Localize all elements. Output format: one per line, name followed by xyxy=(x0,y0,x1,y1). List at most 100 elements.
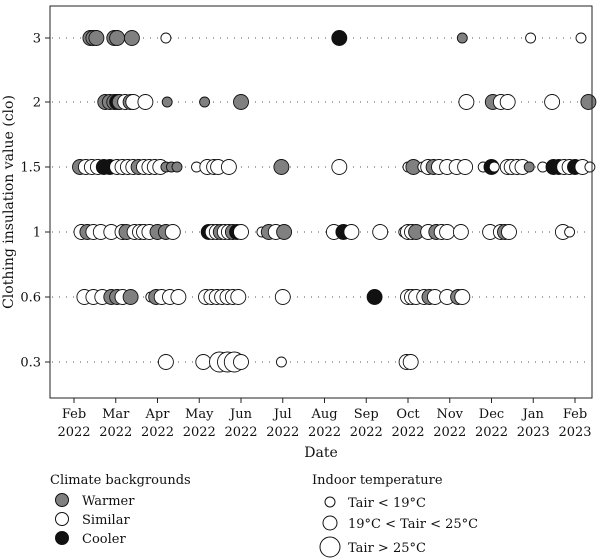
x-tick-year: 2022 xyxy=(57,425,90,440)
legend-swatch-similar xyxy=(55,512,69,526)
data-point xyxy=(157,354,174,370)
data-point xyxy=(109,30,126,46)
legend-label-cooler: Cooler xyxy=(82,532,126,547)
data-point xyxy=(458,94,475,110)
data-point xyxy=(544,94,561,110)
x-tick-label: Mar xyxy=(102,407,130,422)
grid-lines xyxy=(52,37,590,363)
data-point xyxy=(580,94,597,110)
x-tick-label: Sep xyxy=(354,407,379,422)
data-point xyxy=(170,289,187,305)
data-point xyxy=(137,94,154,110)
legend-swatch-cooler xyxy=(55,531,69,545)
data-point xyxy=(402,354,419,370)
climate-legend: Climate backgrounds Warmer Similar Coole… xyxy=(50,473,191,547)
data-point xyxy=(525,32,537,44)
data-point xyxy=(171,161,183,173)
x-tick-label: Jul xyxy=(272,407,292,422)
x-tick-year: 2023 xyxy=(558,425,591,440)
x-tick-label: Aug xyxy=(310,407,337,422)
data-point xyxy=(454,289,471,305)
temperature-legend-title: Indoor temperature xyxy=(312,473,443,488)
x-tick-year: 2023 xyxy=(517,425,550,440)
plot-frame xyxy=(49,5,593,399)
data-point xyxy=(439,224,456,240)
data-point xyxy=(366,289,383,305)
climate-legend-title: Climate backgrounds xyxy=(50,473,191,488)
x-tick-label: Oct xyxy=(396,407,420,422)
data-point xyxy=(195,354,212,370)
data-point xyxy=(233,224,249,240)
data-point xyxy=(160,32,172,44)
data-point xyxy=(220,159,237,175)
x-tick-year: 2022 xyxy=(183,425,216,440)
legend-size-medium xyxy=(322,515,338,531)
legend-swatch-warmer xyxy=(55,493,69,507)
x-tick-label: Feb xyxy=(563,407,587,422)
data-point xyxy=(372,224,389,240)
data-point xyxy=(564,226,576,238)
x-tick-label: Jan xyxy=(521,407,545,422)
data-point xyxy=(457,159,474,175)
y-axis-ticks: 3 2 1.5 1 0.6 0.3 xyxy=(20,32,50,371)
data-point xyxy=(161,96,173,108)
legend-label-medium: 19°C < Tair < 25°C xyxy=(348,517,478,532)
x-tick-year: 2022 xyxy=(224,425,257,440)
data-point xyxy=(499,94,516,110)
data-point xyxy=(233,94,249,110)
legend-label-small: Tair < 19°C xyxy=(348,496,426,511)
x-tick-label: Apr xyxy=(145,407,171,422)
y-tick-label: 3 xyxy=(33,32,41,47)
y-tick-label: 1 xyxy=(33,226,41,241)
data-point xyxy=(488,161,500,173)
y-tick-label: 1.5 xyxy=(20,161,41,176)
data-point xyxy=(233,354,249,370)
data-point xyxy=(275,356,287,368)
x-tick-label: Feb xyxy=(62,407,86,422)
x-tick-year: 2022 xyxy=(350,425,383,440)
data-point xyxy=(331,30,348,46)
legend-label-warmer: Warmer xyxy=(82,494,135,509)
data-point xyxy=(199,96,211,108)
x-tick-year: 2022 xyxy=(99,425,132,440)
data-point xyxy=(456,32,468,44)
x-tick-label: Nov xyxy=(436,407,463,422)
x-axis-title: Date xyxy=(304,445,337,461)
x-tick-year: 2022 xyxy=(391,425,424,440)
data-points xyxy=(72,30,597,373)
x-axis-ticks: Feb 2022 Mar 2022 Apr 2022 May 2022 Jun 2022 Jul 20… xyxy=(57,398,592,440)
y-tick-label: 2 xyxy=(33,96,41,111)
data-point xyxy=(276,224,293,240)
x-tick-label: May xyxy=(185,407,214,422)
y-axis-title: Clothing insulation value (clo) xyxy=(1,95,17,309)
data-point xyxy=(523,161,535,173)
x-tick-year: 2022 xyxy=(475,425,508,440)
data-point xyxy=(331,159,348,175)
x-tick-label: Jun xyxy=(228,407,253,422)
x-tick-year: 2022 xyxy=(308,425,341,440)
y-tick-label: 0.3 xyxy=(20,356,41,371)
data-point xyxy=(452,224,469,240)
data-point xyxy=(501,224,517,240)
data-point xyxy=(122,289,139,305)
x-tick-year: 2022 xyxy=(141,425,174,440)
legend-label-large: Tair > 25°C xyxy=(348,541,426,556)
data-point xyxy=(164,224,181,240)
data-point xyxy=(230,289,247,305)
x-tick-year: 2022 xyxy=(266,425,299,440)
data-point xyxy=(123,30,140,46)
y-tick-label: 0.6 xyxy=(20,291,41,306)
data-point xyxy=(584,161,596,173)
data-point xyxy=(575,32,587,44)
x-tick-label: Dec xyxy=(479,407,504,422)
temperature-legend: Indoor temperature Tair < 19°C 19°C < Ta… xyxy=(312,473,478,558)
legend-size-small xyxy=(324,496,336,508)
legend-label-similar: Similar xyxy=(82,513,130,528)
legend-size-large xyxy=(319,536,341,558)
data-point xyxy=(88,30,105,46)
x-tick-year: 2022 xyxy=(433,425,466,440)
data-point xyxy=(343,224,360,240)
data-point xyxy=(274,289,291,305)
data-point xyxy=(273,159,290,175)
